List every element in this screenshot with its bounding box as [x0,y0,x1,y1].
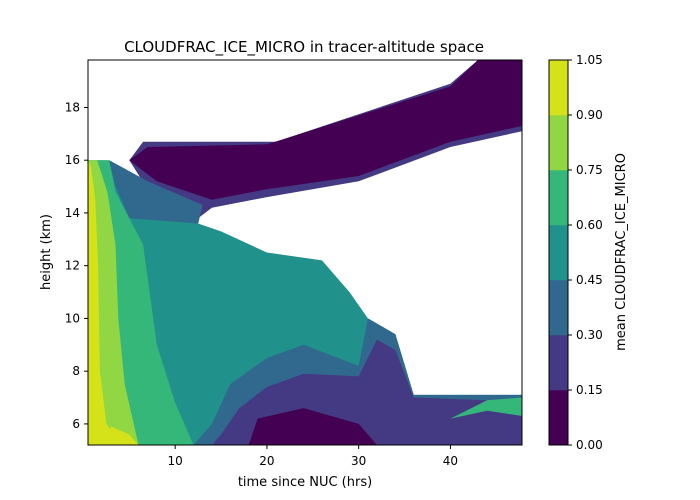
contour-region-level-0 [129,60,522,200]
y-tick-label: 6 [72,417,80,431]
colorbar-tick-label: 0.60 [576,218,603,232]
contour-region-level-6 [106,426,139,445]
y-tick-label: 10 [65,311,80,325]
x-axis-label: time since NUC (hrs) [238,475,372,490]
colorbar-band [549,280,568,336]
contour-region-level-4 [450,397,522,419]
colorbar-band [549,60,568,116]
contour-region-level-5 [88,160,139,445]
colorbar-band [549,225,568,281]
y-axis: 6 8 10 12 14 16 18 [65,100,88,431]
colorbar-band [549,390,568,446]
colorbar-frame [548,59,569,446]
x-axis: 10 20 30 40 [168,445,458,468]
contour-region-level-0 [248,408,377,445]
chart-title: CLOUDFRAC_ICE_MICRO in tracer-altitude s… [124,38,484,57]
x-tick-label: 40 [443,454,458,468]
x-tick-label: 10 [168,454,183,468]
y-tick-label: 16 [65,153,80,167]
colorbar-tick-label: 0.30 [576,328,603,342]
colorbar-tick-label: 0.75 [576,163,603,177]
y-tick-label: 18 [65,100,80,114]
colorbar-band [549,170,568,226]
colorbar-tick-label: 1.05 [576,53,603,67]
plot-frame [87,59,523,446]
y-axis-label: height (km) [39,214,54,290]
contour-fill-layer [88,60,522,445]
y-tick-label: 8 [72,364,80,378]
colorbar-band [549,115,568,171]
y-tick-label: 14 [65,206,80,220]
colorbar-label: mean CLOUDFRAC_ICE_MICRO [614,153,629,351]
colorbar-tick-label: 0.90 [576,108,603,122]
contour-region-level-2 [109,160,203,224]
x-tick-label: 20 [259,454,274,468]
colorbar-band [549,335,568,391]
plot-area [87,59,523,446]
x-tick-label: 30 [351,454,366,468]
colorbar-tick-label: 0.15 [576,383,603,397]
colorbar-tick-label: 0.00 [576,438,603,452]
y-tick-label: 12 [65,259,80,273]
contour-region-level-3 [88,160,522,445]
colorbar-tick-label: 0.45 [576,273,603,287]
contour-region-level-6 [88,160,130,445]
colorbar: 0.00 0.15 0.30 0.45 0.60 0.75 0.90 1.05 [548,53,603,452]
